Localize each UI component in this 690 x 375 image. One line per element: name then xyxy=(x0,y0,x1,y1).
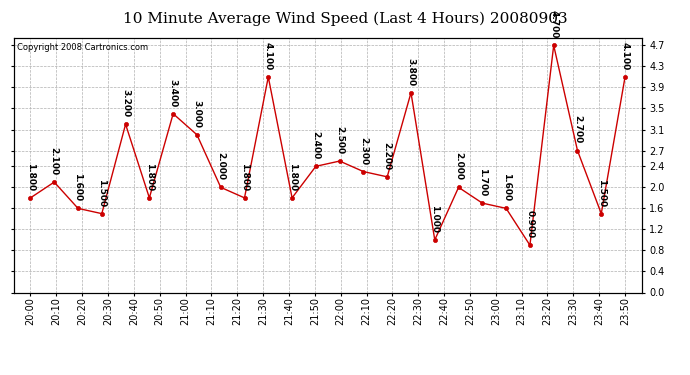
Text: 4.700: 4.700 xyxy=(549,10,558,39)
Text: 4.100: 4.100 xyxy=(264,42,273,70)
Text: 3.000: 3.000 xyxy=(193,100,201,128)
Text: 2.000: 2.000 xyxy=(216,152,225,180)
Text: 2.400: 2.400 xyxy=(311,131,320,159)
Text: 10 Minute Average Wind Speed (Last 4 Hours) 20080903: 10 Minute Average Wind Speed (Last 4 Hou… xyxy=(123,11,567,26)
Text: 2.100: 2.100 xyxy=(50,147,59,175)
Text: 1.500: 1.500 xyxy=(597,178,606,207)
Text: 2.500: 2.500 xyxy=(335,126,344,154)
Text: 3.200: 3.200 xyxy=(121,89,130,117)
Text: 1.700: 1.700 xyxy=(478,168,487,196)
Text: 3.400: 3.400 xyxy=(168,78,177,107)
Text: 1.800: 1.800 xyxy=(240,163,249,191)
Text: 2.700: 2.700 xyxy=(573,116,582,144)
Text: Copyright 2008 Cartronics.com: Copyright 2008 Cartronics.com xyxy=(17,43,148,52)
Text: 1.000: 1.000 xyxy=(431,205,440,233)
Text: 3.800: 3.800 xyxy=(406,58,415,86)
Text: 4.100: 4.100 xyxy=(620,42,629,70)
Text: 1.500: 1.500 xyxy=(97,178,106,207)
Text: 1.800: 1.800 xyxy=(145,163,154,191)
Text: 2.000: 2.000 xyxy=(454,152,463,180)
Text: 1.600: 1.600 xyxy=(502,173,511,201)
Text: 0.900: 0.900 xyxy=(525,210,535,238)
Text: 1.800: 1.800 xyxy=(288,163,297,191)
Text: 1.600: 1.600 xyxy=(74,173,83,201)
Text: 2.200: 2.200 xyxy=(383,142,392,170)
Text: 2.300: 2.300 xyxy=(359,136,368,165)
Text: 1.800: 1.800 xyxy=(26,163,35,191)
